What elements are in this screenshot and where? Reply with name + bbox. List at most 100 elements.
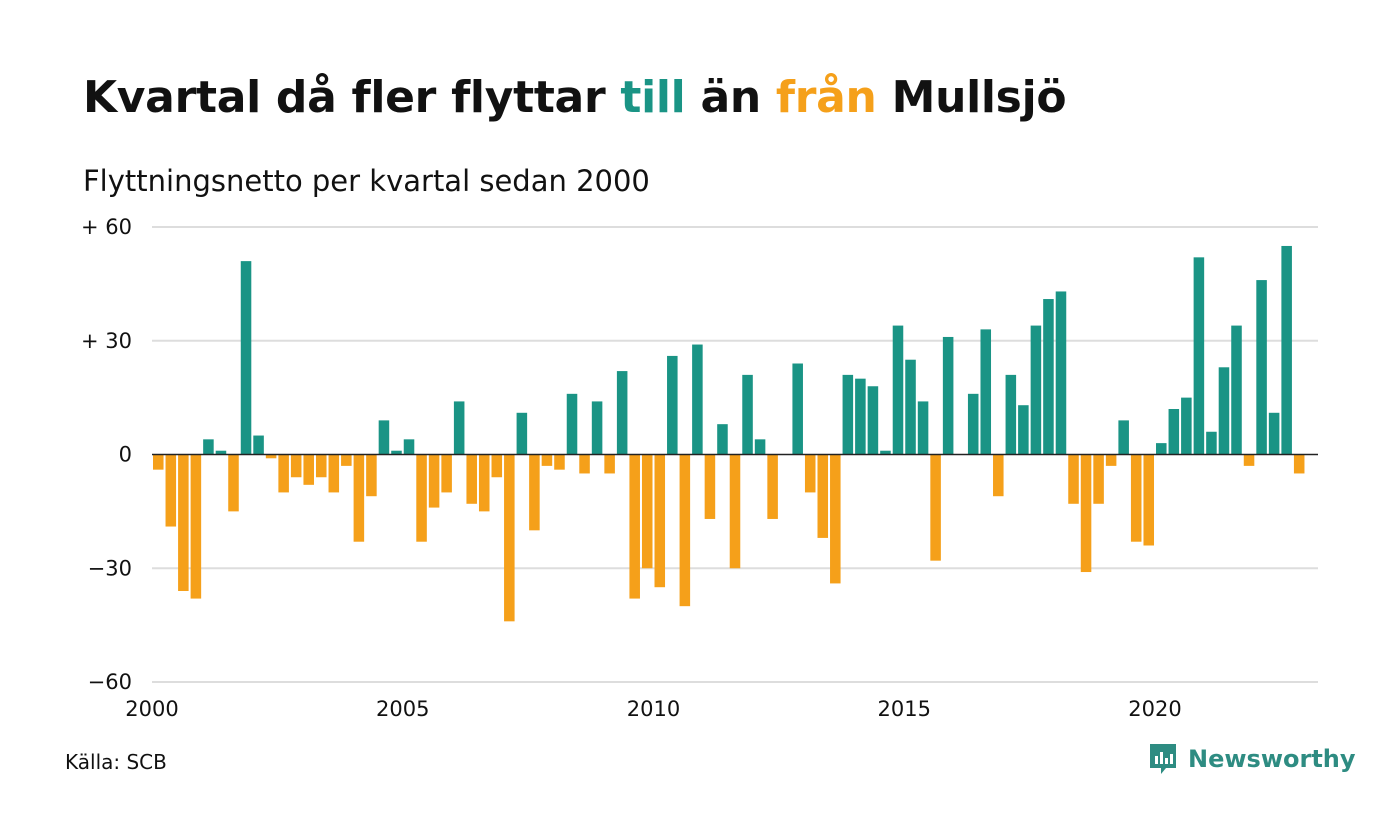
bar-3 — [190, 454, 202, 599]
axes: + 60 + 30 0 −30 −60 2000 2005 2010 2015 2020 — [81, 215, 1318, 721]
bar-89 — [1268, 412, 1280, 455]
bar-81 — [1168, 409, 1180, 455]
bar-8 — [253, 435, 264, 455]
bar-62 — [930, 454, 941, 561]
bar-63 — [942, 336, 954, 455]
chart-subtitle: Flyttningsnetto per kvartal sedan 2000 — [83, 164, 650, 198]
bar-39 — [641, 454, 653, 569]
bar-23 — [441, 454, 452, 493]
title-part-2: än — [685, 72, 776, 123]
bar-73 — [1068, 454, 1079, 504]
bar-18 — [378, 420, 390, 455]
bar-77 — [1118, 420, 1129, 455]
bar-69 — [1018, 405, 1029, 455]
bar-82 — [1181, 397, 1192, 455]
bar-38 — [629, 454, 640, 599]
x-tick-label-3: 2015 — [878, 697, 931, 721]
bar-84 — [1206, 431, 1217, 455]
bar-53 — [817, 454, 829, 538]
bar-90 — [1281, 245, 1292, 455]
bar-87 — [1243, 454, 1255, 466]
bar-80 — [1156, 443, 1167, 455]
bar-9 — [265, 454, 277, 459]
x-tick-label-4: 2020 — [1128, 697, 1181, 721]
bar-49 — [767, 454, 778, 519]
bar-86 — [1231, 325, 1242, 455]
newsworthy-logo-icon — [1150, 744, 1176, 774]
bar-26 — [478, 454, 490, 512]
y-tick-label-1: + 30 — [81, 329, 132, 353]
bar-68 — [1005, 374, 1017, 455]
bar-67 — [993, 454, 1004, 497]
bar-75 — [1093, 454, 1104, 504]
bar-6 — [228, 454, 239, 512]
bar-22 — [428, 454, 440, 508]
bar-83 — [1193, 257, 1205, 455]
y-tick-label-0: + 60 — [81, 215, 132, 239]
bar-59 — [892, 325, 904, 455]
bar-41 — [667, 355, 678, 455]
bar-56 — [855, 378, 866, 455]
bar-70 — [1030, 325, 1042, 455]
bar-24 — [453, 401, 465, 455]
bar-46 — [729, 454, 741, 569]
bar-29 — [516, 412, 528, 455]
y-tick-label-2: 0 — [119, 443, 132, 467]
bar-37 — [616, 371, 628, 455]
bar-91 — [1293, 454, 1305, 474]
bar-42 — [679, 454, 691, 607]
bar-13 — [315, 454, 327, 478]
bars — [153, 245, 1305, 622]
bar-54 — [830, 454, 841, 584]
bar-21 — [416, 454, 427, 542]
bar-2 — [178, 454, 189, 591]
bar-4 — [203, 439, 214, 455]
bar-61 — [917, 401, 929, 455]
bar-65 — [967, 393, 979, 455]
bar-34 — [579, 454, 590, 474]
bar-33 — [566, 393, 578, 455]
bar-7 — [240, 261, 252, 455]
bar-72 — [1055, 291, 1067, 455]
bar-57 — [867, 386, 879, 455]
y-tick-label-3: −30 — [88, 556, 132, 580]
bar-1 — [165, 454, 177, 527]
bar-52 — [804, 454, 816, 493]
bar-74 — [1080, 454, 1092, 573]
title-part-3: Mullsjö — [876, 72, 1067, 123]
bar-32 — [554, 454, 565, 470]
bar-78 — [1130, 454, 1142, 542]
y-tick-label-4: −60 — [88, 670, 132, 694]
bar-28 — [504, 454, 515, 622]
bar-76 — [1105, 454, 1117, 466]
bar-40 — [654, 454, 666, 588]
bar-79 — [1143, 454, 1155, 546]
bar-45 — [717, 424, 728, 455]
bar-51 — [792, 363, 803, 455]
bar-71 — [1043, 299, 1054, 455]
bar-19 — [391, 450, 402, 455]
bar-30 — [529, 454, 540, 531]
bar-17 — [366, 454, 377, 497]
bar-88 — [1256, 280, 1267, 455]
bar-5 — [215, 450, 227, 455]
bar-48 — [754, 439, 766, 455]
bar-47 — [742, 374, 753, 455]
x-tick-label-0: 2000 — [125, 697, 178, 721]
brand-name: Newsworthy — [1188, 745, 1356, 773]
bar-16 — [353, 454, 365, 542]
title-till: till — [620, 72, 686, 123]
bar-36 — [604, 454, 615, 474]
bar-27 — [491, 454, 503, 478]
bar-20 — [403, 439, 415, 455]
bar-66 — [980, 329, 992, 455]
bar-44 — [704, 454, 716, 519]
brand[interactable]: Newsworthy — [1148, 742, 1356, 776]
bar-85 — [1218, 367, 1230, 455]
source-label: Källa: SCB — [65, 750, 167, 774]
bar-0 — [153, 454, 164, 470]
bar-11 — [290, 454, 302, 478]
bar-43 — [692, 344, 703, 455]
bar-14 — [328, 454, 340, 493]
